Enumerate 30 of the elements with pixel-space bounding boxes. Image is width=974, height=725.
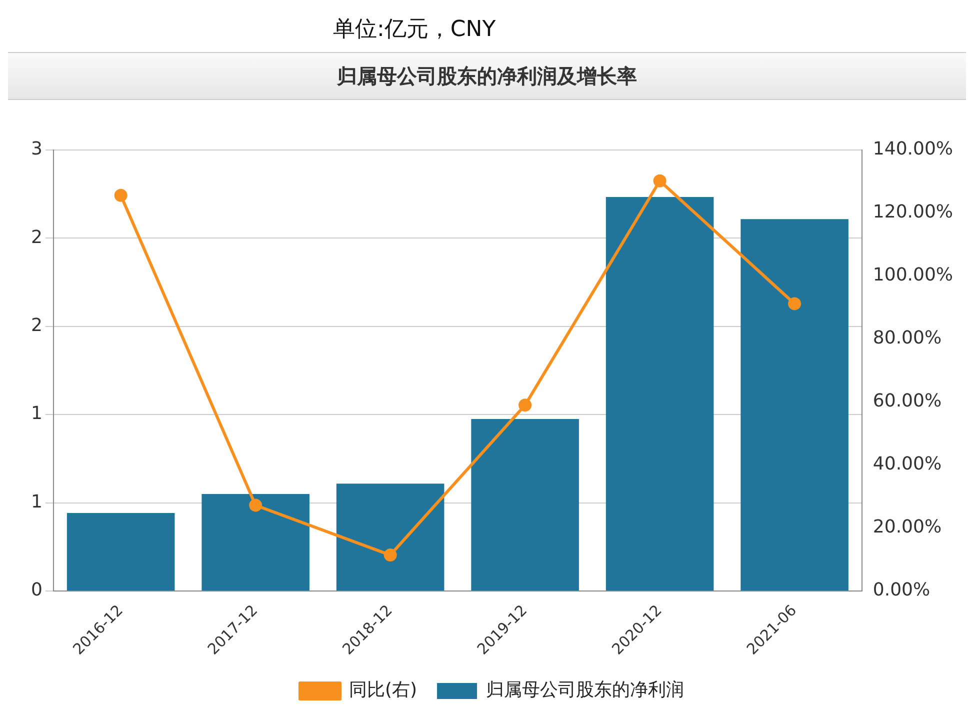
bar — [606, 197, 714, 590]
point — [249, 498, 262, 512]
y2-tick-label: 100.00% — [872, 264, 954, 286]
y2-tick-label: 40.00% — [872, 454, 942, 475]
chart-subtitle: 单位:亿元，CNY — [332, 16, 497, 44]
chart-title: 归属母公司股东的净利润及增长率 — [8, 52, 966, 100]
y2-tick-label: 60.00% — [872, 390, 942, 412]
y-tick-label: 2 — [31, 315, 42, 336]
y2-tick-label: 80.00% — [872, 328, 942, 349]
point — [114, 188, 128, 202]
y-tick-label: 3 — [31, 138, 42, 160]
bar — [336, 484, 444, 590]
y-tick-label: 1 — [31, 491, 42, 512]
point — [788, 297, 802, 310]
y2-tick-label: 120.00% — [872, 202, 954, 223]
bar — [740, 219, 848, 590]
bar — [471, 418, 579, 590]
point — [653, 174, 666, 188]
point — [384, 548, 397, 562]
y-tick-label: 0 — [31, 580, 42, 601]
y-tick-label: 1 — [31, 403, 42, 424]
y-tick-label: 2 — [31, 226, 42, 248]
legend-label: 归属母公司股东的净利润 — [486, 680, 684, 701]
point — [518, 398, 532, 412]
y2-tick-label: 0.00% — [872, 580, 930, 601]
bar — [66, 513, 175, 590]
y2-tick-label: 20.00% — [872, 516, 942, 538]
legend-label: 同比(右) — [348, 680, 418, 701]
y2-tick-label: 140.00% — [872, 138, 954, 160]
bar — [202, 494, 310, 590]
